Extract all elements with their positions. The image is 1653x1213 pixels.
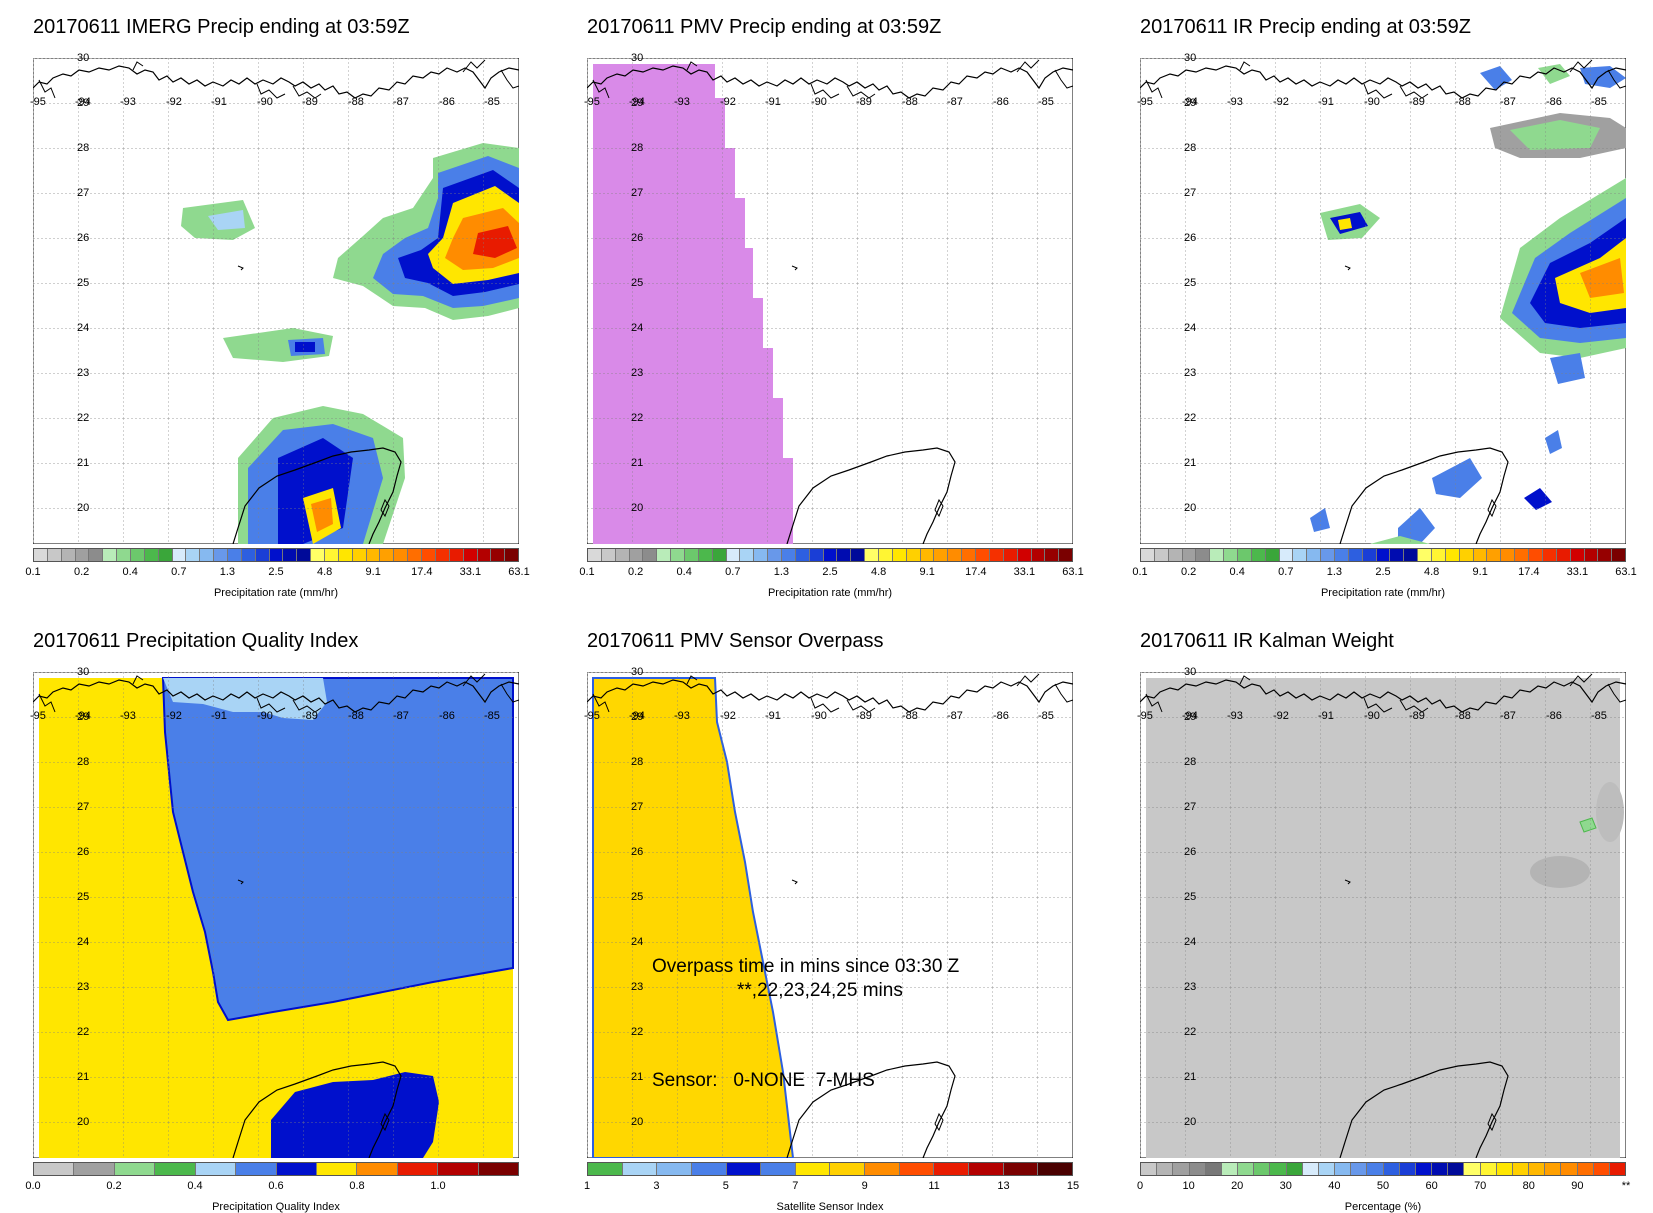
axis-labels: -95 -94 -93 -92 -91 -90 -89 -88 -87 -86 -85 30 29 28… bbox=[584, 666, 1054, 1128]
axis-labels: -95 -94 -93 -92 -91 -90 -89 -88 -87 -86 -85 30 29 28… bbox=[1137, 52, 1607, 514]
colorbar-ticks: 0.1 0.2 0.4 0.7 1.3 2.5 4.8 9.1 17.4 33.1 63.1 bbox=[1132, 566, 1637, 578]
panel-title: 20170611 IR Kalman Weight bbox=[1140, 630, 1394, 652]
colorbar-ticks: 0.0 0.2 0.4 0.6 0.8 1.0 bbox=[25, 1180, 446, 1192]
overpass-time-note: Overpass time in mins since 03:30 Z bbox=[652, 956, 960, 977]
map-ir bbox=[1140, 58, 1626, 544]
overpass-mins-note: **,22,23,24,25 mins bbox=[737, 980, 903, 1001]
panel-title: 20170611 Precipitation Quality Index bbox=[33, 630, 359, 652]
sensor-note: Sensor: 0-NONE 7-MHS bbox=[652, 1070, 875, 1091]
colorbar-ticks: 0.1 0.2 0.4 0.7 1.3 2.5 4.8 9.1 17.4 33.1 63.1 bbox=[25, 566, 530, 578]
colorbar-label: Satellite Sensor Index bbox=[776, 1201, 884, 1213]
colorbar-label: Precipitation rate (mm/hr) bbox=[767, 587, 893, 599]
map-imerg bbox=[33, 58, 519, 544]
map-overpass bbox=[587, 672, 1073, 1158]
map-quality bbox=[33, 672, 519, 1158]
panel-overpass: 20170611 PMV Sensor Overpass -95 -94 -93 -9… bbox=[583, 630, 1107, 1213]
map-pmv bbox=[587, 58, 1073, 544]
panel-ir: 20170611 IR Precip ending at 03:59Z bbox=[1132, 16, 1653, 599]
colorbar-precip bbox=[33, 548, 519, 562]
colorbar-precip bbox=[1140, 548, 1626, 562]
panel-kalman: 20170611 IR Kalman Weight -95 -94 -93 -92 -9… bbox=[1136, 630, 1653, 1213]
map-kalman bbox=[1140, 672, 1626, 1158]
panel-quality: 20170611 Precipitation Quality Index -95… bbox=[25, 630, 553, 1213]
axis-labels: -95 -94 -93 -92 -91 -90 -89 -88 -87 -86 … bbox=[30, 52, 500, 514]
colorbar-label: Precipitation rate (mm/hr) bbox=[1320, 587, 1446, 599]
panel-title: 20170611 PMV Sensor Overpass bbox=[587, 630, 884, 652]
colorbar-label: Percentage (%) bbox=[1344, 1201, 1422, 1213]
colorbar-quality bbox=[33, 1162, 519, 1176]
colorbar-percentage bbox=[1140, 1162, 1626, 1176]
colorbar-label: Precipitation rate (mm/hr) bbox=[213, 587, 339, 599]
panel-title: 20170611 IR Precip ending at 03:59Z bbox=[1140, 16, 1471, 38]
colorbar-precip bbox=[587, 548, 1073, 562]
panel-pmv: 20170611 PMV Precip ending at 03:59Z -95… bbox=[579, 16, 1107, 599]
colorbar-ticks: 0 10 20 30 40 50 60 70 80 90 ** bbox=[1136, 1180, 1631, 1192]
axis-labels: -95 -94 -93 -92 -91 -90 -89 -88 -87 -86 -85 30 29 28… bbox=[30, 666, 500, 1128]
colorbar-sensor bbox=[587, 1162, 1073, 1176]
colorbar-ticks: 0.1 0.2 0.4 0.7 1.3 2.5 4.8 9.1 17.4 33.1 63.1 bbox=[579, 566, 1084, 578]
panel-imerg: 20170611 IMERG Precip ending at 03:59Z -… bbox=[25, 16, 553, 599]
colorbar-label: Precipitation Quality Index bbox=[212, 1201, 340, 1213]
axis-labels: -95 -94 -93 -92 -91 -90 -89 -88 -87 -86 -85 30 29 28… bbox=[584, 52, 1054, 514]
panel-title: 20170611 PMV Precip ending at 03:59Z bbox=[587, 16, 942, 38]
colorbar-ticks: 1 3 5 7 9 11 13 15 bbox=[583, 1180, 1080, 1192]
axis-labels: -95 -94 -93 -92 -91 -90 -89 -88 -87 -86 -85 30 29 28… bbox=[1137, 666, 1607, 1128]
panel-title: 20170611 IMERG Precip ending at 03:59Z bbox=[33, 16, 410, 38]
